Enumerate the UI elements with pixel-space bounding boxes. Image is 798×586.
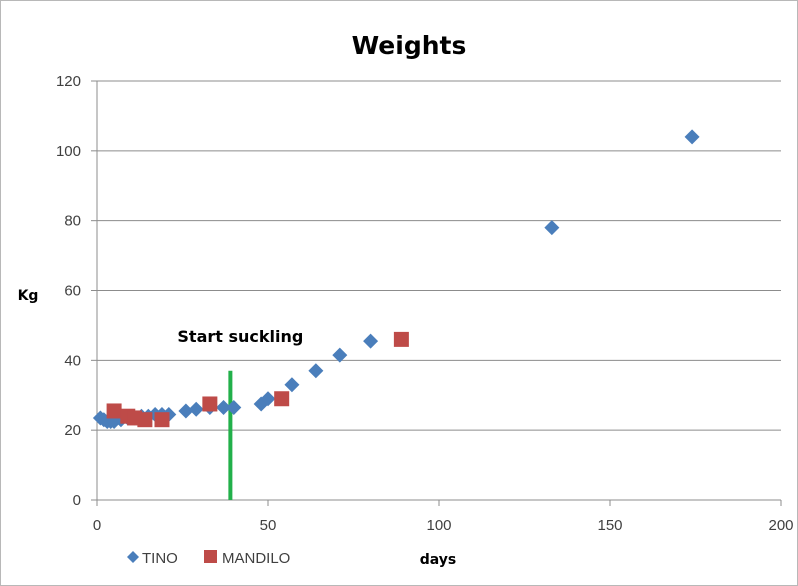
point-mandilo bbox=[154, 412, 170, 428]
x-tick-label: 200 bbox=[768, 517, 793, 534]
point-mandilo bbox=[202, 396, 218, 412]
axes bbox=[96, 81, 782, 506]
point-tino bbox=[544, 220, 560, 236]
point-tino bbox=[260, 391, 276, 407]
point-tino bbox=[178, 403, 194, 419]
point-tino bbox=[332, 347, 348, 363]
y-tick-label: 40 bbox=[64, 352, 81, 369]
legend-tino-marker bbox=[127, 551, 139, 563]
legend: TINO MANDILO bbox=[127, 550, 290, 567]
point-mandilo bbox=[274, 391, 290, 407]
point-mandilo bbox=[137, 412, 153, 428]
point-tino bbox=[216, 399, 232, 415]
start-suckling-label: Start suckling bbox=[177, 327, 303, 346]
y-tick-label: 0 bbox=[73, 492, 81, 509]
point-mandilo bbox=[106, 403, 122, 419]
y-tick-labels: 0 20 40 60 80 100 120 bbox=[56, 73, 81, 509]
y-tick-label: 80 bbox=[64, 213, 81, 230]
point-tino bbox=[284, 377, 300, 393]
x-axis-label: days bbox=[420, 552, 457, 568]
legend-mandilo-marker bbox=[204, 550, 217, 563]
y-tick-label: 100 bbox=[56, 143, 81, 160]
point-tino bbox=[188, 401, 204, 417]
legend-mandilo-label: MANDILO bbox=[222, 550, 290, 567]
x-tick-labels: 0 50 100 150 200 bbox=[93, 517, 794, 534]
x-tick-label: 0 bbox=[93, 517, 101, 534]
y-axis-label: Kg bbox=[18, 288, 39, 304]
data-points bbox=[92, 129, 700, 429]
gridlines bbox=[91, 80, 781, 501]
y-tick-label: 120 bbox=[56, 73, 81, 90]
chart-title: Weights bbox=[352, 31, 467, 60]
point-mandilo bbox=[393, 331, 409, 347]
x-tick-label: 150 bbox=[597, 517, 622, 534]
x-tick-label: 100 bbox=[426, 517, 451, 534]
point-tino bbox=[308, 363, 324, 379]
y-tick-label: 60 bbox=[64, 283, 81, 300]
x-tick-label: 50 bbox=[260, 517, 277, 534]
point-tino bbox=[363, 333, 379, 349]
point-tino bbox=[684, 129, 700, 145]
point-tino bbox=[226, 399, 242, 415]
annotations: Start suckling bbox=[177, 327, 303, 500]
y-tick-label: 20 bbox=[64, 422, 81, 439]
legend-tino-label: TINO bbox=[142, 550, 178, 567]
